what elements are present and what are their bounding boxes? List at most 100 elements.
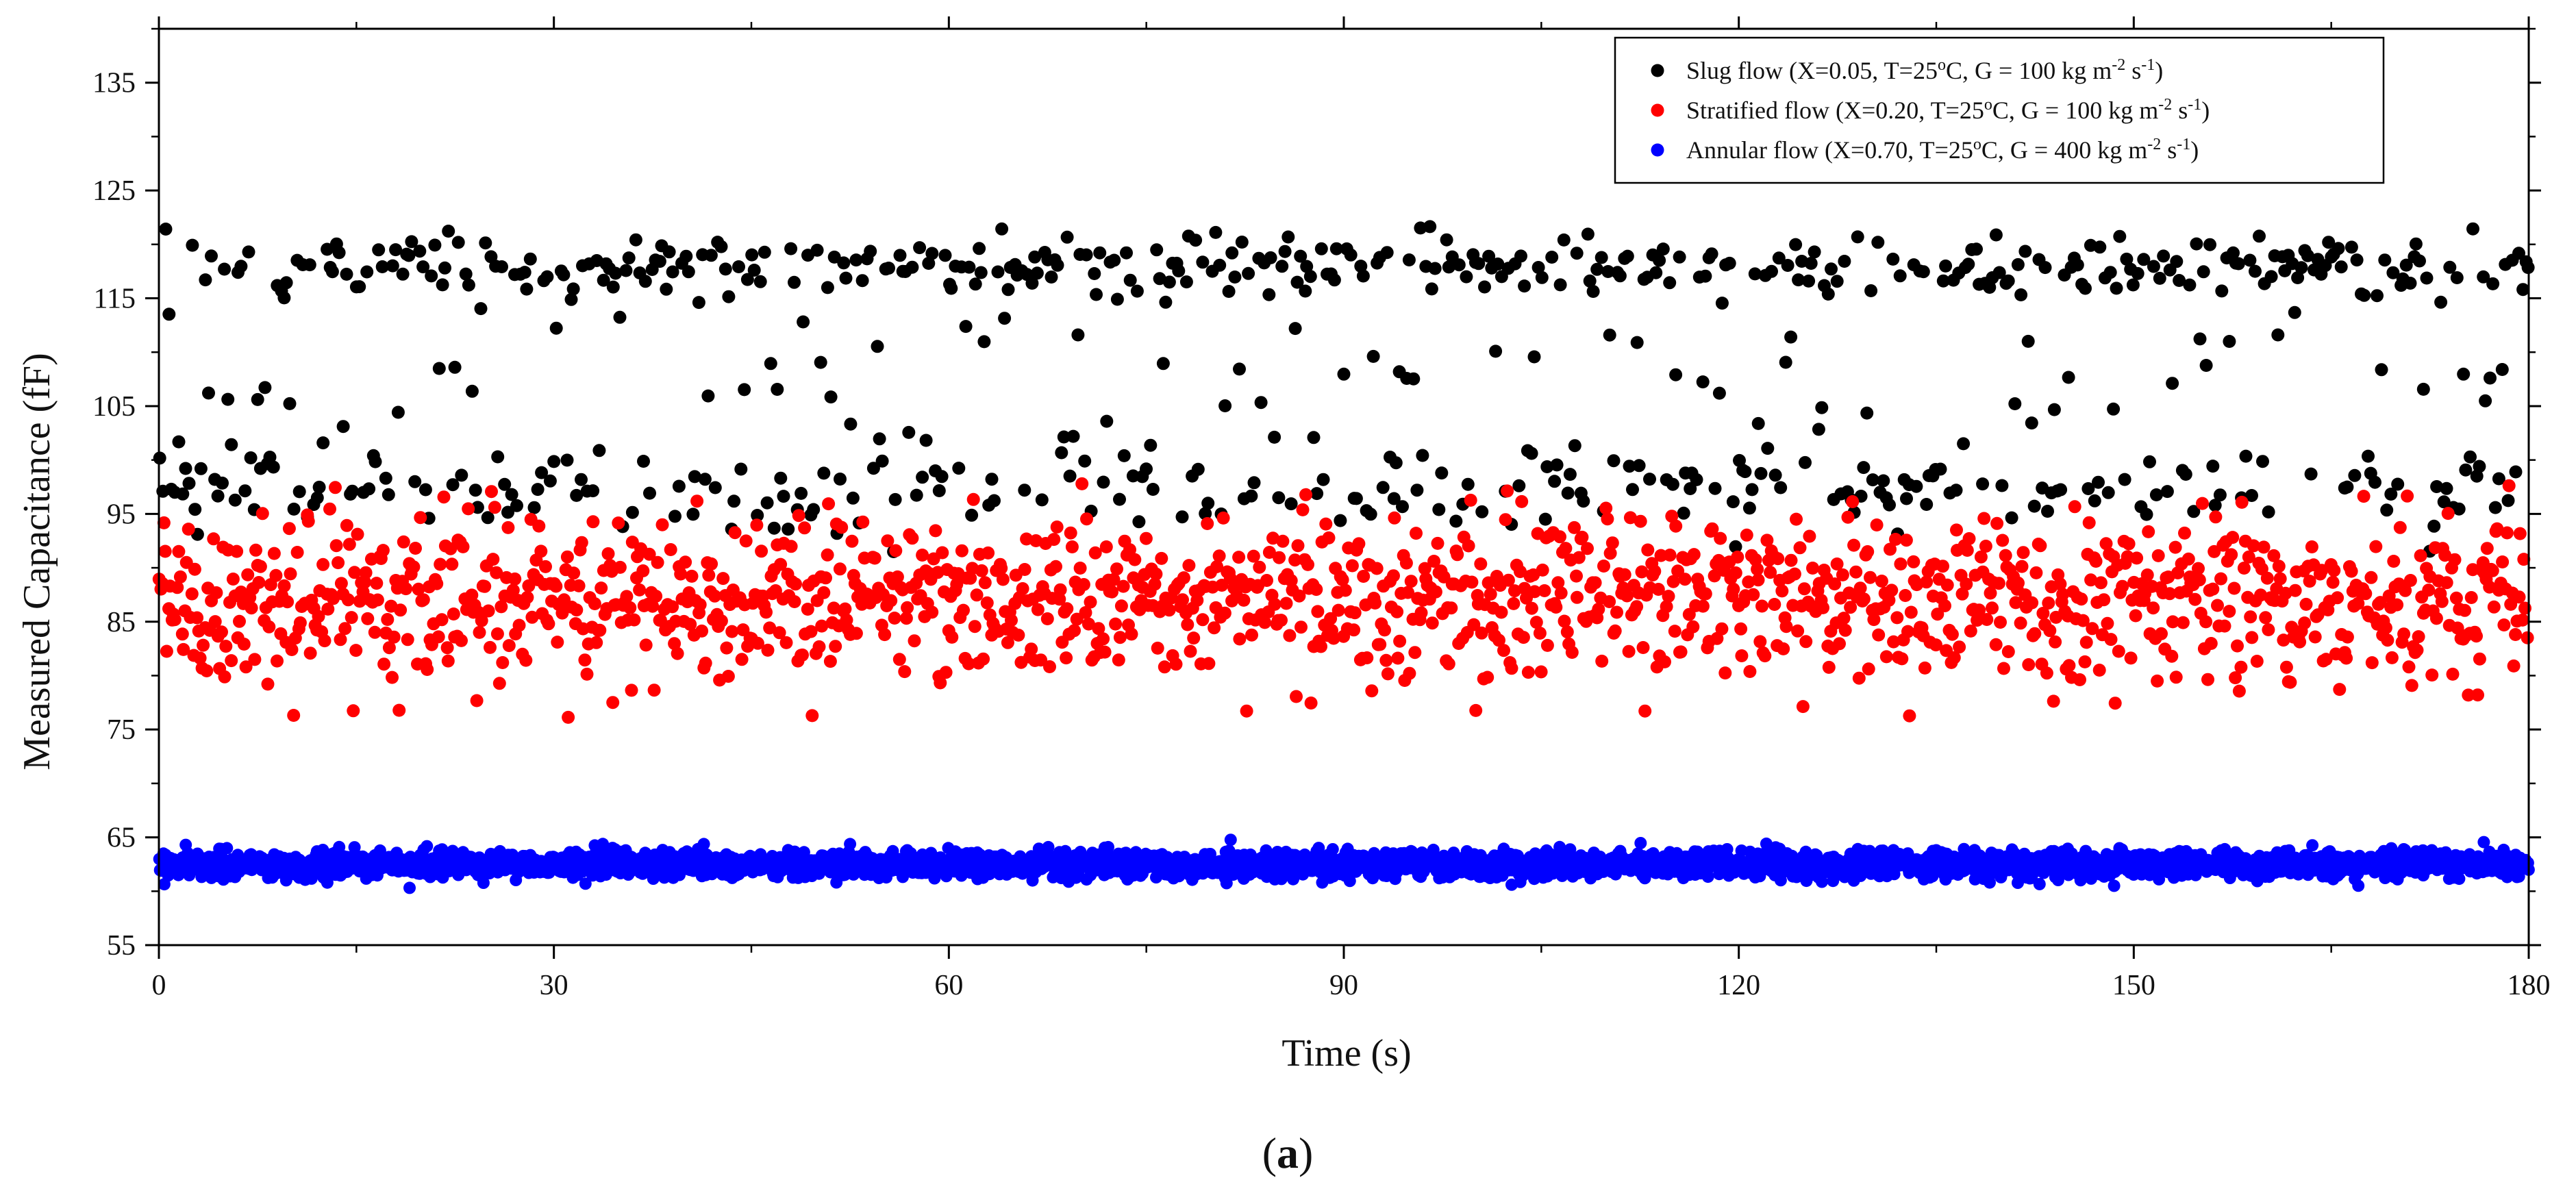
data-point <box>221 392 235 406</box>
data-point <box>995 222 1009 236</box>
data-point <box>1140 462 1153 476</box>
data-point <box>1754 466 1768 480</box>
data-point <box>1051 258 1064 272</box>
data-point <box>1042 840 1055 853</box>
data-point <box>1113 492 1126 506</box>
data-point <box>965 508 979 522</box>
data-point <box>188 503 202 516</box>
data-point <box>672 479 686 493</box>
data-point <box>2047 403 2061 416</box>
data-point <box>287 709 301 722</box>
data-point <box>578 653 592 667</box>
data-point <box>739 534 753 548</box>
data-point <box>194 462 208 475</box>
data-point <box>774 471 788 485</box>
data-point <box>1435 466 1449 480</box>
data-point <box>543 474 557 488</box>
data-point <box>379 471 392 485</box>
data-point <box>392 703 406 717</box>
data-point <box>1176 593 1189 607</box>
data-point <box>2126 278 2140 292</box>
data-point <box>2457 367 2471 381</box>
data-point <box>653 255 666 268</box>
data-point <box>2256 455 2269 468</box>
data-point <box>2420 271 2434 285</box>
data-point <box>1452 258 1466 272</box>
data-point <box>1376 481 1390 494</box>
data-point <box>1712 386 1726 400</box>
data-point <box>253 560 267 573</box>
data-point <box>1568 439 1581 453</box>
data-point <box>1989 228 2003 242</box>
data-point <box>290 546 304 559</box>
data-point <box>755 544 768 558</box>
data-point <box>685 569 699 583</box>
data-point <box>1191 462 1205 476</box>
data-point <box>952 462 966 475</box>
data-point <box>721 670 735 683</box>
data-point <box>451 236 465 249</box>
data-point <box>534 544 548 558</box>
data-point <box>1172 264 1186 277</box>
data-point <box>1130 284 1144 298</box>
data-point <box>1621 249 1634 263</box>
data-point <box>889 544 903 557</box>
data-point <box>855 274 869 288</box>
data-point <box>1310 487 1324 501</box>
data-point <box>1146 483 1160 496</box>
data-point <box>638 275 652 288</box>
data-point <box>1045 271 1058 284</box>
data-point <box>1272 491 1286 505</box>
data-point <box>1125 627 1138 641</box>
data-point <box>888 612 901 625</box>
data-point <box>1632 459 1646 473</box>
data-point <box>619 264 633 277</box>
data-point <box>629 233 642 247</box>
data-point <box>200 664 214 677</box>
data-point <box>1949 484 1963 497</box>
data-point <box>1064 526 1077 540</box>
data-point <box>1307 431 1321 444</box>
data-point <box>817 466 831 480</box>
data-point <box>2331 242 2345 255</box>
data-point <box>817 586 831 599</box>
data-point <box>1821 287 1835 301</box>
data-point <box>995 562 1008 575</box>
data-point <box>190 611 204 625</box>
data-point <box>595 581 608 595</box>
data-point <box>188 562 201 576</box>
data-point <box>351 527 364 541</box>
data-point <box>230 544 244 558</box>
data-point <box>1851 230 1864 244</box>
data-point <box>871 340 884 353</box>
data-point <box>1068 624 1081 638</box>
data-point <box>875 454 889 468</box>
data-point <box>2304 467 2318 481</box>
data-point <box>245 601 258 615</box>
data-point <box>1059 844 1072 857</box>
data-point <box>1326 843 1339 855</box>
data-point <box>968 620 981 634</box>
data-point <box>1264 251 1277 264</box>
data-point <box>2371 289 2384 303</box>
data-point <box>370 577 384 590</box>
data-point <box>1423 220 1437 234</box>
data-point <box>873 432 886 446</box>
data-point <box>421 840 434 853</box>
data-point <box>261 677 275 691</box>
data-point <box>2027 499 2041 513</box>
data-point <box>868 551 881 565</box>
data-point <box>1563 468 1577 481</box>
data-point <box>2358 288 2371 302</box>
data-point <box>845 534 859 548</box>
data-point <box>2140 507 2153 521</box>
data-points-layer <box>152 220 2535 894</box>
data-point <box>760 496 774 510</box>
data-point <box>2183 278 2197 292</box>
data-point <box>834 473 847 486</box>
data-point <box>221 842 234 855</box>
data-point <box>485 485 498 499</box>
data-point <box>761 643 775 657</box>
data-point <box>668 510 681 523</box>
data-point <box>905 531 919 545</box>
